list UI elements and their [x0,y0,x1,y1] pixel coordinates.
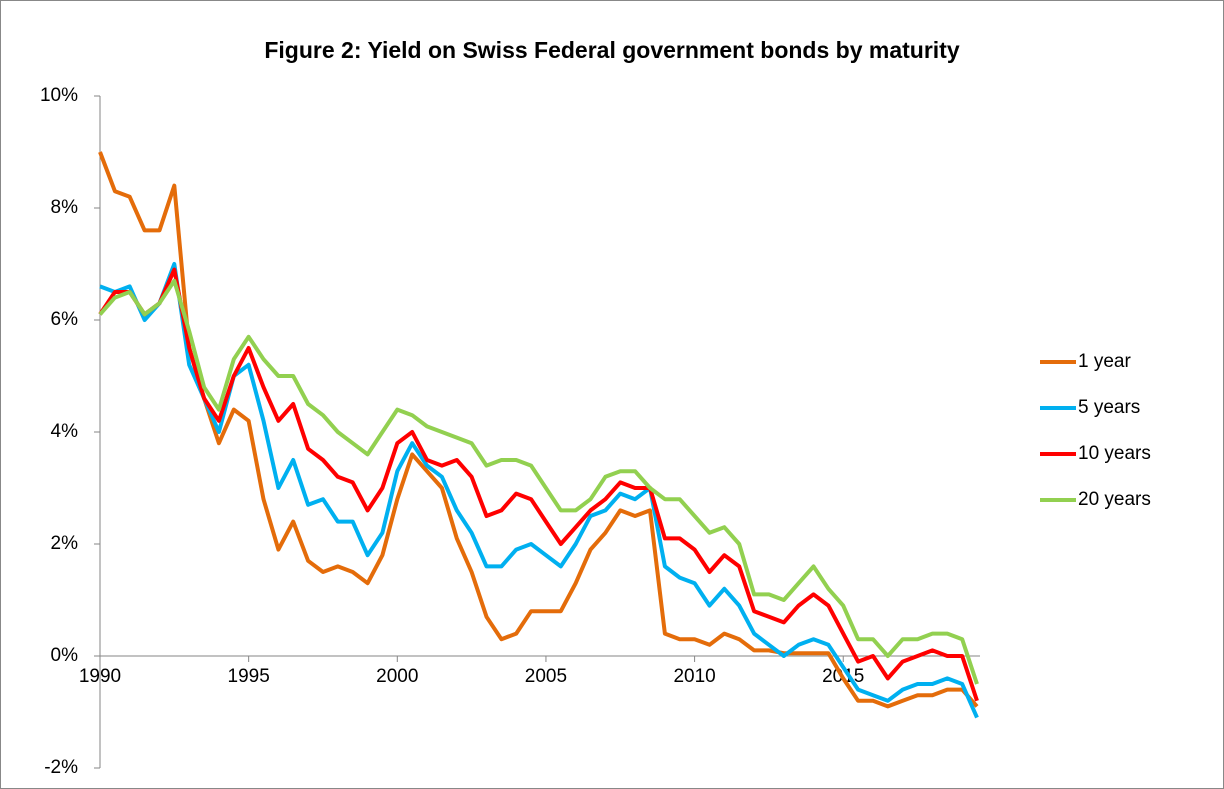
y-tick-label: 10% [40,85,78,106]
x-tick-label: 1995 [228,666,270,687]
y-tick-label: 4% [51,421,79,442]
legend-label: 5 years [1078,397,1140,418]
x-tick-label: 2000 [376,666,418,687]
x-tick-label: 2005 [525,666,567,687]
y-tick-label: 0% [51,645,79,666]
y-tick-label: 2% [51,533,79,554]
series-line [99,262,979,719]
y-tick-label: 6% [51,309,79,330]
x-tick-label: 1990 [79,666,121,687]
series-line [98,151,979,709]
x-tick-label: 2010 [673,666,715,687]
legend-label: 20 years [1078,489,1151,510]
series-line [98,278,979,685]
y-tick-label: 8% [51,197,79,218]
y-tick-label: -2% [44,757,78,778]
legend-label: 10 years [1078,443,1151,464]
legend-label: 1 year [1078,351,1131,372]
chart-title: Figure 2: Yield on Swiss Federal governm… [264,37,959,63]
series-line [98,267,979,702]
